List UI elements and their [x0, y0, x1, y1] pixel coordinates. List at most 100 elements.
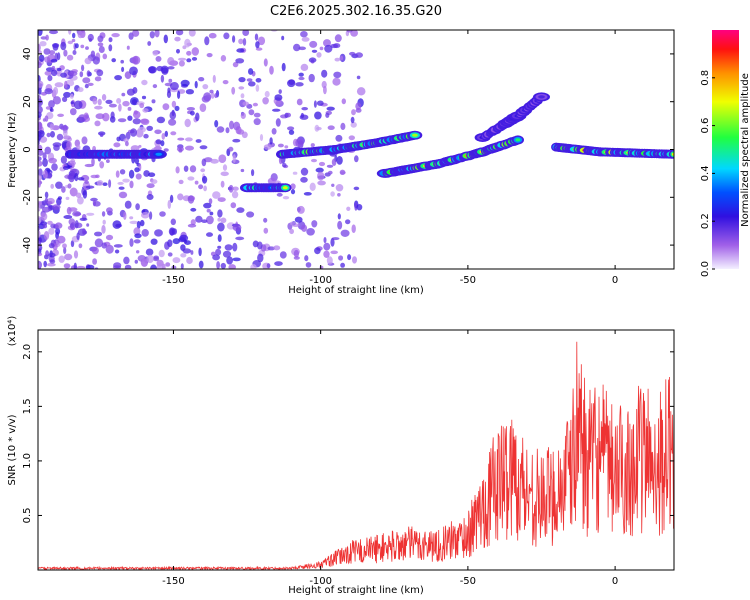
spectrogram-marks	[38, 30, 674, 269]
noise-blob	[38, 105, 43, 114]
noise-blob	[337, 213, 341, 220]
noise-blob	[120, 59, 124, 64]
noise-blob	[252, 102, 258, 107]
noise-blob	[87, 33, 94, 42]
track-rising-ridge	[276, 130, 423, 159]
noise-blob	[299, 114, 309, 120]
noise-blob	[222, 250, 232, 258]
noise-blob	[178, 60, 185, 67]
colorbar-ticks: 0.0 0.2 0.4 0.6 0.8	[700, 70, 715, 277]
noise-blob	[269, 137, 273, 145]
noise-blob	[332, 77, 341, 86]
noise-blob	[63, 91, 71, 98]
noise-blob	[226, 256, 234, 265]
noise-blob	[238, 86, 245, 90]
noise-blob	[321, 69, 328, 78]
noise-blob	[319, 46, 324, 51]
noise-blob	[148, 66, 157, 74]
noise-blob	[186, 256, 193, 265]
noise-blob	[124, 200, 132, 209]
noise-blob	[273, 245, 281, 251]
noise-blob	[124, 264, 132, 269]
noise-blob	[43, 260, 47, 268]
noise-blob	[350, 121, 357, 128]
noise-blob	[161, 133, 166, 140]
noise-blob	[180, 79, 190, 87]
noise-blob	[218, 154, 227, 163]
noise-blob	[163, 148, 169, 152]
noise-blob	[330, 43, 338, 49]
y-tick-label: 40	[22, 48, 33, 61]
noise-blob	[46, 132, 51, 138]
noise-blob	[50, 131, 55, 138]
spectrogram-xlabel: Height of straight line (km)	[288, 285, 424, 296]
noise-blob	[198, 260, 204, 269]
colorbar-tick-label: 0.8	[700, 70, 711, 86]
noise-blob	[300, 167, 309, 176]
noise-blob	[214, 93, 218, 99]
noise-blob	[91, 246, 99, 255]
noise-blob	[212, 74, 216, 83]
noise-blob	[152, 256, 160, 262]
noise-blob	[149, 31, 155, 39]
noise-blob	[158, 249, 165, 258]
noise-blob	[266, 263, 271, 269]
noise-blob	[201, 158, 207, 167]
noise-blob	[242, 101, 249, 106]
noise-blob	[206, 232, 213, 237]
noise-blob	[48, 252, 56, 258]
noise-blob	[238, 38, 244, 45]
noise-blob	[191, 57, 198, 61]
noise-blob	[184, 240, 192, 246]
noise-blob	[259, 134, 264, 141]
noise-blob	[263, 58, 268, 67]
noise-blob	[297, 205, 305, 214]
noise-blob	[212, 191, 221, 199]
noise-blob	[94, 231, 103, 237]
noise-blob	[74, 172, 79, 182]
noise-blob	[195, 139, 202, 143]
noise-blob	[355, 52, 363, 58]
noise-blob	[278, 89, 282, 94]
noise-blob	[209, 89, 214, 94]
noise-blob	[132, 30, 140, 37]
noise-blob	[38, 215, 42, 225]
noise-blob	[72, 50, 77, 55]
track-blob	[155, 152, 162, 156]
noise-blob	[178, 148, 183, 153]
noise-blob	[98, 46, 105, 53]
noise-blob	[340, 122, 346, 130]
noise-blob	[231, 190, 239, 199]
y-tick-label: -20	[22, 189, 33, 205]
noise-blob	[206, 53, 213, 58]
noise-blob	[190, 250, 194, 255]
noise-blob	[38, 54, 45, 62]
noise-blob	[84, 163, 94, 168]
noise-blob	[199, 145, 208, 150]
noise-blob	[295, 82, 304, 87]
noise-blob	[177, 90, 181, 100]
noise-blob	[150, 238, 158, 245]
noise-blob	[257, 36, 266, 46]
noise-blob	[330, 237, 335, 247]
noise-blob	[242, 30, 250, 36]
noise-blob	[185, 145, 194, 151]
noise-blob	[323, 242, 331, 251]
noise-blob	[284, 145, 289, 149]
noise-blob	[43, 48, 51, 55]
noise-blob	[79, 217, 88, 221]
noise-blob	[85, 185, 95, 189]
noise-blob	[41, 206, 51, 213]
noise-blob	[152, 84, 158, 89]
noise-blob	[38, 121, 42, 130]
x-tick-label: 0	[612, 275, 618, 286]
y-tick-label: 0	[22, 146, 33, 152]
noise-blob	[49, 123, 54, 131]
noise-blob	[38, 43, 41, 52]
noise-blob	[222, 164, 228, 171]
noise-blob	[309, 182, 316, 191]
noise-blob	[167, 252, 173, 257]
noise-blob	[310, 143, 315, 148]
noise-blob	[306, 228, 315, 236]
noise-blob	[333, 71, 342, 79]
